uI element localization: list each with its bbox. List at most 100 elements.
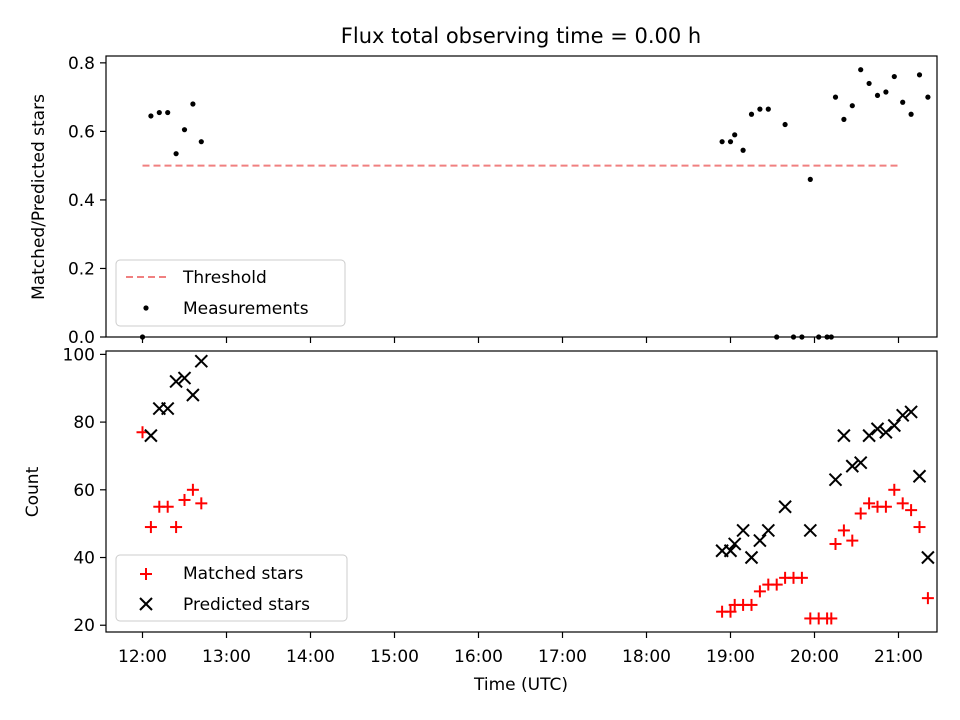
matched-star-point: [837, 524, 850, 537]
measurement-point: [732, 132, 738, 138]
legend-matched-marker: [140, 568, 152, 580]
x-tick-label: 17:00: [538, 647, 587, 667]
matched-star-point: [854, 507, 867, 520]
measurement-point: [782, 121, 788, 128]
measurement-point: [719, 139, 725, 145]
measurement-point: [832, 94, 839, 100]
predicted-star-point: [803, 523, 818, 538]
y-tick-label: 0.0: [68, 328, 95, 348]
legend-measurements-label: Measurements: [183, 299, 309, 319]
x-tick-label: 14:00: [286, 647, 335, 667]
matched-star-point: [863, 497, 876, 510]
top-legend: Threshold Measurements: [115, 259, 346, 327]
predicted-star-point: [186, 388, 200, 402]
measurement-point: [165, 109, 171, 116]
matched-star-point: [921, 592, 934, 605]
x-axis-label: Time (UTC): [473, 675, 568, 695]
predicted-star-point: [870, 422, 885, 436]
matched-star-point: [186, 483, 199, 496]
x-tick-label: 16:00: [454, 647, 503, 667]
predicted-star-point: [921, 550, 935, 565]
measurement-point: [727, 139, 734, 145]
bottom-x-ticks: 12:00 13:00 14:00 15:00 16:00 17:00 18:00 19:00…: [118, 632, 923, 667]
top-y-axis-label: Matched/Predicted stars: [29, 94, 49, 300]
y-tick-label: 60: [73, 481, 95, 501]
measurement-point: [156, 109, 162, 116]
measurement-point: [807, 176, 813, 182]
predicted-star-point: [144, 428, 158, 443]
measurement-point: [181, 127, 188, 133]
y-tick-label: 0.6: [68, 122, 95, 142]
matched-star-point: [161, 500, 174, 513]
y-tick-label: 0.2: [68, 259, 95, 279]
matched-star-point: [846, 534, 859, 547]
legend-predicted-label: Predicted stars: [183, 595, 310, 615]
bottom-panel: 20 40 60 80 100 12:00 13:00 14:00 15:00 16:00 17:…: [23, 345, 938, 695]
bottom-y-ticks: 20 40 60 80 100: [63, 345, 106, 636]
predicted-star-point: [887, 418, 902, 433]
x-tick-label: 18:00: [622, 647, 671, 667]
predicted-star-point: [177, 371, 192, 385]
top-x-ticks: [141, 337, 900, 343]
predicted-star-point: [194, 354, 209, 368]
y-tick-label: 80: [73, 413, 95, 433]
predicted-star-point: [912, 469, 927, 483]
matched-star-point: [825, 612, 838, 625]
top-legend-frame: [115, 259, 346, 327]
predicted-star-point: [753, 533, 767, 548]
matched-star-point: [829, 537, 842, 550]
matched-star-point: [888, 483, 901, 496]
x-tick-label: 19:00: [706, 647, 755, 667]
matched-star-point: [905, 504, 918, 517]
measurement-point: [198, 139, 204, 145]
measurement-point: [740, 147, 746, 153]
measurement-point: [765, 106, 771, 112]
y-tick-label: 20: [73, 616, 95, 636]
measurement-point: [757, 106, 763, 112]
legend-threshold-label: Threshold: [182, 268, 267, 288]
predicted-star-point: [904, 405, 918, 419]
predicted-star-point: [761, 523, 776, 538]
predicted-star-point: [723, 544, 738, 558]
matched-star-point: [770, 578, 783, 591]
measurement-point: [173, 151, 179, 157]
measurement-point: [874, 92, 881, 99]
top-panel: 0.00.20.40.60.8 Matched/Predicted stars …: [29, 54, 938, 348]
x-tick-label: 20:00: [790, 647, 839, 667]
y-tick-label: 0.8: [68, 54, 95, 74]
predicted-star-point: [853, 456, 868, 470]
x-tick-label: 13:00: [202, 647, 251, 667]
matched-star-point: [144, 521, 157, 534]
measurement-point: [883, 89, 889, 95]
predicted-star-point: [744, 550, 759, 565]
measurement-point: [916, 72, 923, 78]
measurement-point: [748, 111, 755, 117]
y-tick-label: 40: [73, 549, 95, 569]
matched-star-point: [753, 585, 766, 598]
predicted-star-point: [736, 523, 750, 538]
y-tick-label: 100: [63, 345, 95, 365]
chart-title: Flux total observing time = 0.00 h: [341, 24, 701, 48]
predicted-star-point: [160, 401, 175, 416]
predicted-star-point: [845, 459, 860, 473]
measurement-point: [190, 101, 196, 107]
top-axes-frame: [105, 55, 938, 338]
measurement-point: [891, 73, 897, 80]
matched-star-point: [178, 493, 191, 506]
top-y-ticks: 0.0 0.2 0.4 0.6 0.8: [68, 54, 106, 348]
measurement-point: [148, 113, 154, 119]
bottom-legend-frame: [115, 554, 348, 622]
bottom-axes-frame: [105, 350, 938, 633]
measurement-point: [900, 99, 906, 105]
matched-star-point: [724, 605, 737, 618]
predicted-star-point: [727, 537, 742, 551]
measurement-point: [925, 94, 931, 100]
matched-star-point: [896, 497, 909, 510]
legend-matched-swatch: [140, 568, 152, 580]
x-tick-label: 15:00: [370, 647, 419, 667]
predicted-star-point: [862, 428, 876, 443]
predicted-star-point: [837, 428, 851, 443]
bottom-y-axis-label: Count: [23, 466, 43, 517]
x-tick-label: 21:00: [874, 647, 923, 667]
